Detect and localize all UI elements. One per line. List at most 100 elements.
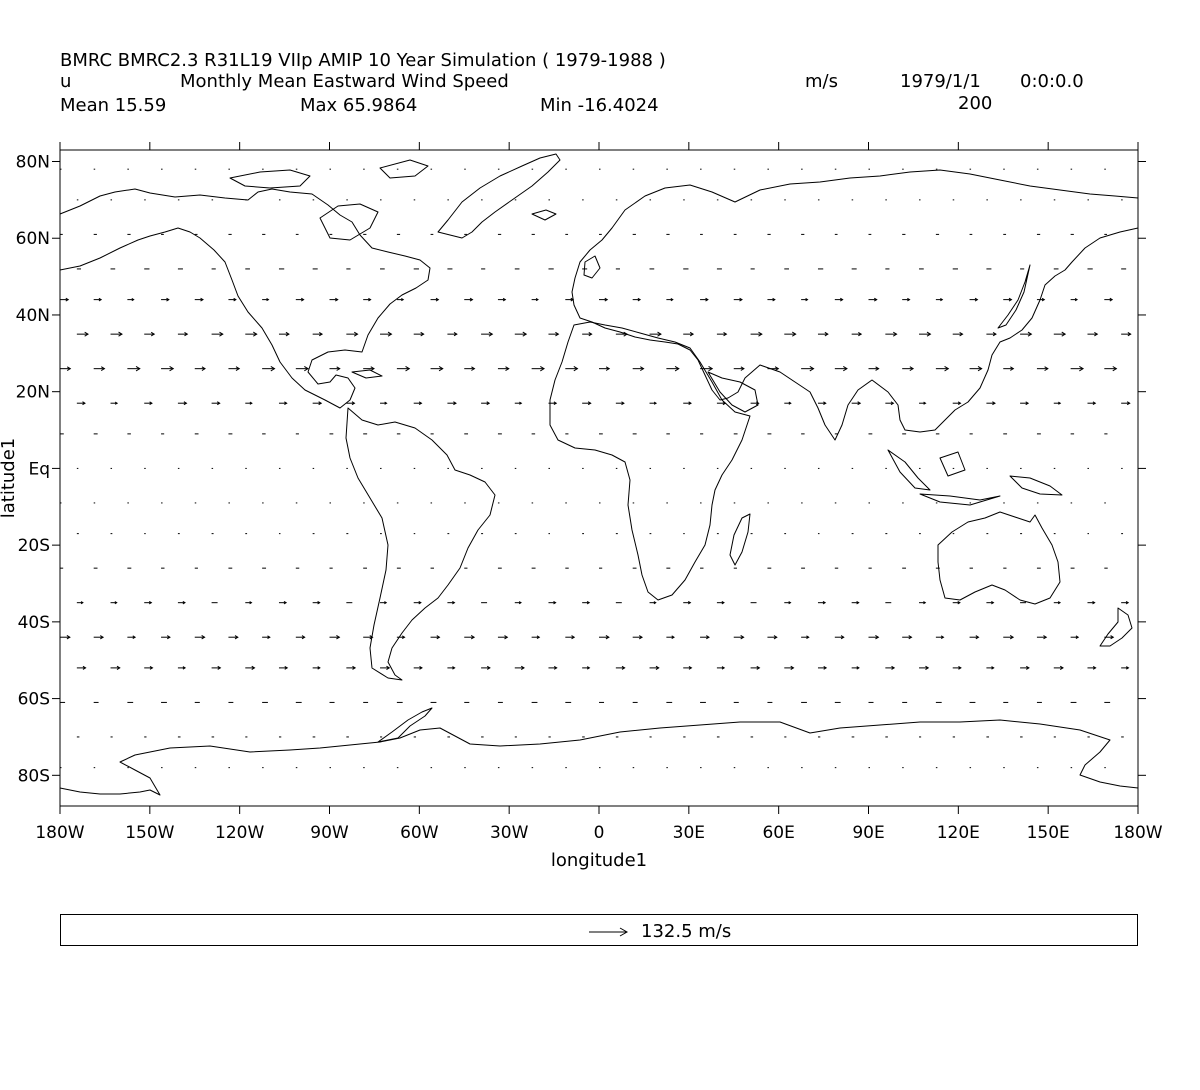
wind-vector-head [991, 666, 995, 670]
variable-name: u [60, 71, 72, 92]
wind-vector-head [80, 601, 84, 605]
wind-vector-head [301, 635, 306, 640]
wind-vector-head [840, 297, 844, 302]
wind-vector-head [1057, 601, 1062, 605]
wind-vector-head [253, 331, 258, 337]
wind-vector-head [535, 298, 539, 302]
wind-vector-head [201, 635, 206, 640]
wind-vector-head [959, 331, 964, 337]
wind-vector-head [488, 331, 494, 337]
wind-vector-head [82, 401, 86, 406]
wind-vector-head [317, 600, 321, 605]
wind-vector-head [788, 401, 792, 405]
wind-vector-head [1112, 366, 1118, 372]
wind-vector-head [890, 401, 895, 406]
wind-vector-head [368, 297, 372, 302]
wind-vector-head [300, 297, 305, 302]
wind-vector-head [1041, 297, 1046, 302]
wind-vector-head [166, 297, 170, 302]
min-stat: Min -16.4024 [540, 95, 659, 116]
wind-vector-field [60, 168, 1132, 769]
coastlines [59, 153, 1139, 796]
wind-vector-head [571, 635, 576, 640]
y-tick-label: 80N [16, 153, 50, 173]
coastline-arabia [707, 371, 759, 413]
wind-vector-head [351, 401, 356, 406]
wind-vector-head [824, 331, 829, 337]
wind-vector-head [721, 666, 726, 670]
wind-vector-head [909, 366, 915, 372]
wind-vector-head [471, 366, 476, 371]
wind-vector-head [1125, 600, 1130, 605]
wind-vector-head [805, 298, 809, 302]
wind-vector-head [1092, 600, 1096, 605]
wind-vector-head [674, 366, 680, 372]
wind-vector-head [452, 600, 456, 605]
wind-vector-head [100, 366, 106, 372]
wind-vector-head [586, 666, 591, 670]
wind-vector-head [640, 366, 645, 372]
wind-vector-head [923, 401, 927, 405]
wind-vector-head [438, 366, 444, 372]
wind-vector-head [586, 600, 591, 605]
wind-vector-head [436, 635, 441, 640]
wind-vector-head [723, 332, 728, 337]
x-tick-label: 60E [762, 823, 794, 843]
wind-vector-head [217, 665, 222, 670]
wind-vector-head [336, 635, 341, 640]
wind-vector-head [740, 634, 745, 640]
wind-vector-head [504, 635, 509, 640]
wind-vector-head [1061, 331, 1067, 337]
wind-vector-head [587, 401, 592, 406]
wind-vector-head [926, 331, 932, 337]
wind-vector-head [788, 601, 792, 605]
wind-vector-head [66, 635, 71, 640]
wind-vector-head [183, 401, 188, 406]
wind-vector-head [655, 665, 660, 670]
wind-vector-head [721, 600, 725, 605]
wind-vector-head [352, 665, 357, 670]
coastline-madagascar [729, 513, 751, 566]
wind-vector-head [892, 331, 898, 337]
x-tick-label: 60W [400, 823, 439, 843]
wind-vector-head [1075, 635, 1080, 639]
wind-vector-head [267, 635, 271, 640]
x-tick-label: 180W [35, 823, 84, 843]
max-stat: Max 65.9864 [300, 95, 418, 116]
wind-vector-head [304, 366, 309, 372]
wind-vector-head [519, 401, 523, 405]
wind-vector-head [384, 401, 388, 405]
coastline-caribbean [351, 369, 383, 379]
wind-vector-head [653, 401, 658, 405]
x-tick-label: 30E [673, 823, 705, 843]
wind-vector-head [520, 665, 525, 670]
wind-vector-head [369, 635, 374, 640]
plot-frame [59, 149, 1139, 807]
reference-vector-label: 132.5 m/s [641, 921, 732, 942]
coastline-antarctic-peninsula [377, 707, 433, 743]
wind-vector-head [940, 635, 945, 639]
wind-vector-head [706, 635, 710, 640]
x-tick-label: 90W [310, 823, 349, 843]
wind-vector-head [219, 331, 224, 337]
wind-vector-head [739, 297, 743, 302]
wind-vector-head [705, 297, 709, 302]
wind-vector-head [148, 600, 153, 605]
wind-vector-head [114, 601, 118, 605]
wind-vector-head [944, 366, 950, 372]
y-tick-label: 80S [18, 766, 50, 786]
variable-long-name: Monthly Mean Eastward Wind Speed [180, 71, 509, 92]
wind-vector-head [201, 366, 206, 371]
x-tick-label: 180W [1113, 823, 1162, 843]
units-label: m/s [805, 71, 838, 92]
wind-vector-head [553, 401, 558, 406]
wind-vector-head [856, 666, 860, 670]
coastline-eurasia [571, 169, 1139, 441]
wind-vector-head [284, 665, 289, 670]
wind-vector-head [100, 635, 105, 640]
wind-vector-head [401, 298, 405, 302]
wind-vector-head [1094, 331, 1099, 337]
wind-vector-head [84, 331, 89, 337]
wind-vector-head [708, 366, 714, 372]
y-tick-label: 60N [16, 229, 50, 249]
